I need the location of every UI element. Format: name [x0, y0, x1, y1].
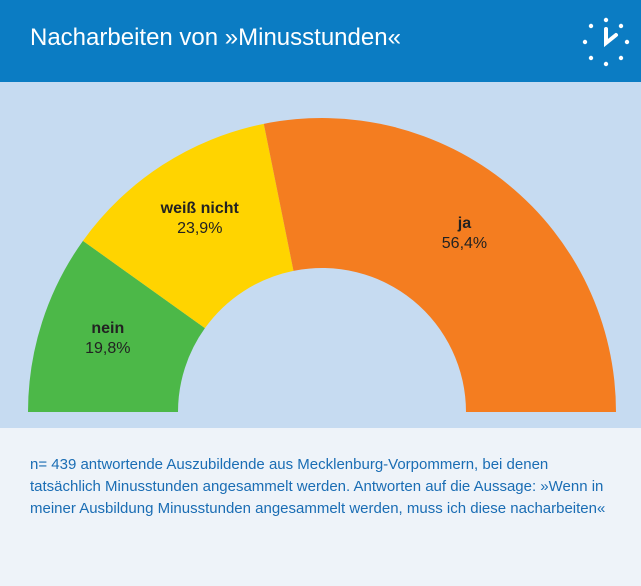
- chart: nein 19,8% weiß nicht 23,9% ja 56,4%: [0, 82, 641, 428]
- footnote: n= 439 antwortende Auszubildende aus Mec…: [30, 456, 606, 517]
- value-label: 19,8%: [85, 340, 130, 357]
- chart-title: Nacharbeiten von »Minusstunden«: [30, 24, 401, 51]
- clock-icon: [582, 17, 630, 67]
- value-label: 56,4%: [442, 235, 487, 252]
- sector-label: nein: [91, 320, 124, 337]
- sector: [82, 123, 294, 329]
- sector-label: ja: [457, 215, 471, 232]
- sector-label: weiß nicht: [160, 200, 240, 217]
- value-label: 23,9%: [177, 220, 222, 237]
- sector: [28, 240, 205, 412]
- sector: [263, 118, 616, 412]
- header: Nacharbeiten von »Minusstunden«: [0, 0, 641, 82]
